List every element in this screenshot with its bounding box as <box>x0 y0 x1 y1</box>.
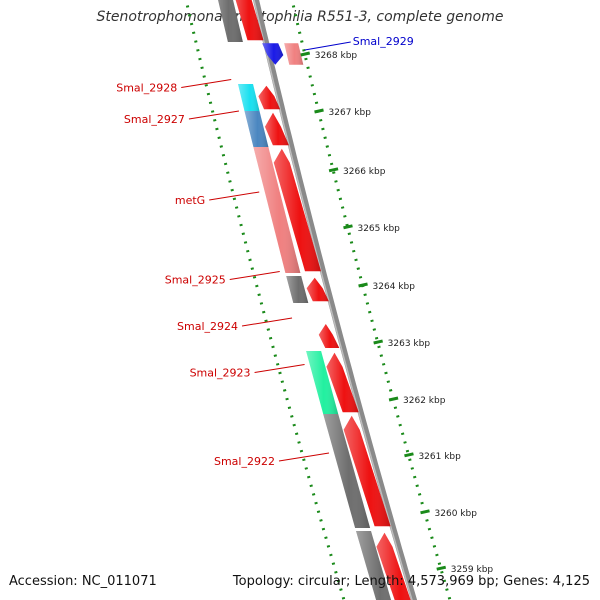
label-leader-Smal_2929 <box>304 41 351 51</box>
gene-metG[interactable] <box>253 147 301 273</box>
label-leader-Smal_2922 <box>278 452 330 462</box>
gene-Smal_2929[interactable] <box>262 43 284 65</box>
ruler-tick-label: 3262 kbp <box>403 396 446 406</box>
gene-label-Smal_2923[interactable]: Smal_2923 <box>190 367 251 380</box>
ruler-tick-label: 3267 kbp <box>329 108 372 118</box>
gene-Smal_2925[interactable] <box>286 276 309 303</box>
dotted-line-inner <box>184 0 346 600</box>
gene-label-Smal_2924[interactable]: Smal_2924 <box>177 320 238 333</box>
cds-metG[interactable] <box>273 148 321 272</box>
cds-Smal_2923[interactable] <box>326 352 359 413</box>
ruler-tick-label: 3263 kbp <box>388 339 431 349</box>
cds-Smal_2929[interactable] <box>284 43 304 65</box>
ruler-tick-label: 3266 kbp <box>343 167 386 177</box>
gene-label-Smal_2929[interactable]: Smal_2929 <box>353 35 414 48</box>
ruler-tick <box>373 339 383 345</box>
ruler-tick <box>388 396 399 402</box>
cds-Smal_2925[interactable] <box>306 277 329 302</box>
cds-Smal_2924[interactable] <box>318 324 340 348</box>
label-leader-Smal_2925 <box>229 271 280 280</box>
ruler-tick <box>314 108 324 114</box>
ruler-tick-label: 3265 kbp <box>357 224 400 234</box>
label-leader-Smal_2924 <box>241 317 293 327</box>
backbone-highlight <box>253 0 413 600</box>
genome-title: Stenotrophomonas maltophilia R551-3, com… <box>96 9 504 25</box>
gene-label-Smal_2927[interactable]: Smal_2927 <box>124 113 185 126</box>
ruler-tick <box>343 224 353 230</box>
ruler-tick-label: 3260 kbp <box>435 509 478 519</box>
label-leader-metG <box>209 191 260 201</box>
ruler-tick <box>420 509 430 515</box>
ruler-tick-label: 3259 kbp <box>451 565 494 575</box>
cds-top-gray-gene[interactable] <box>232 0 264 41</box>
ruler-tick <box>358 282 368 288</box>
cds-Smal_2928[interactable] <box>258 85 281 110</box>
label-leader-Smal_2928 <box>181 79 232 88</box>
ruler-tick-label: 3264 kbp <box>373 282 416 292</box>
ruler-dotted-lines <box>184 0 452 600</box>
gene-bottom-gray-gene[interactable] <box>356 531 400 600</box>
label-leader-Smal_2923 <box>254 364 305 373</box>
gene-label-metG[interactable]: metG <box>175 194 205 207</box>
gene-label-Smal_2925[interactable]: Smal_2925 <box>165 274 226 287</box>
gene-label-Smal_2922[interactable]: Smal_2922 <box>214 455 275 468</box>
gene-Smal_2928[interactable] <box>238 84 260 111</box>
backbone-line <box>252 0 418 600</box>
gene-labels: Smal_2929 Smal_2928 Smal_2927 metG Smal_2925… <box>116 35 414 468</box>
gene-Smal_2923[interactable] <box>306 351 339 414</box>
ruler-ticks: 3268 kbp 3267 kbp 3266 kbp 3265 kbp 3264 kbp… <box>300 51 494 575</box>
genome-backbone <box>252 0 418 600</box>
gene-top-gray-gene[interactable] <box>211 0 243 42</box>
ruler-tick-label: 3268 kbp <box>315 51 358 61</box>
cds-Smal_2927[interactable] <box>265 112 289 146</box>
gene-Smal_2922[interactable] <box>323 414 371 528</box>
ruler-tick <box>328 167 339 173</box>
ruler-tick <box>300 51 311 57</box>
dotted-line-outer <box>290 0 452 600</box>
genome-summary-text: Topology: circular; Length: 4,573,969 bp… <box>232 574 590 589</box>
ruler-tick <box>436 565 447 571</box>
ruler-tick <box>404 452 414 458</box>
gene-label-Smal_2928[interactable]: Smal_2928 <box>116 82 177 95</box>
gene-Smal_2927[interactable] <box>244 111 269 147</box>
ruler-tick-label: 3261 kbp <box>418 452 461 462</box>
label-leader-Smal_2927 <box>188 110 240 120</box>
cds-bottom-gray-gene[interactable] <box>376 532 421 600</box>
gene-track <box>211 0 421 600</box>
cds-Smal_2922[interactable] <box>343 415 391 527</box>
accession-text: Accession: NC_011071 <box>9 574 157 589</box>
